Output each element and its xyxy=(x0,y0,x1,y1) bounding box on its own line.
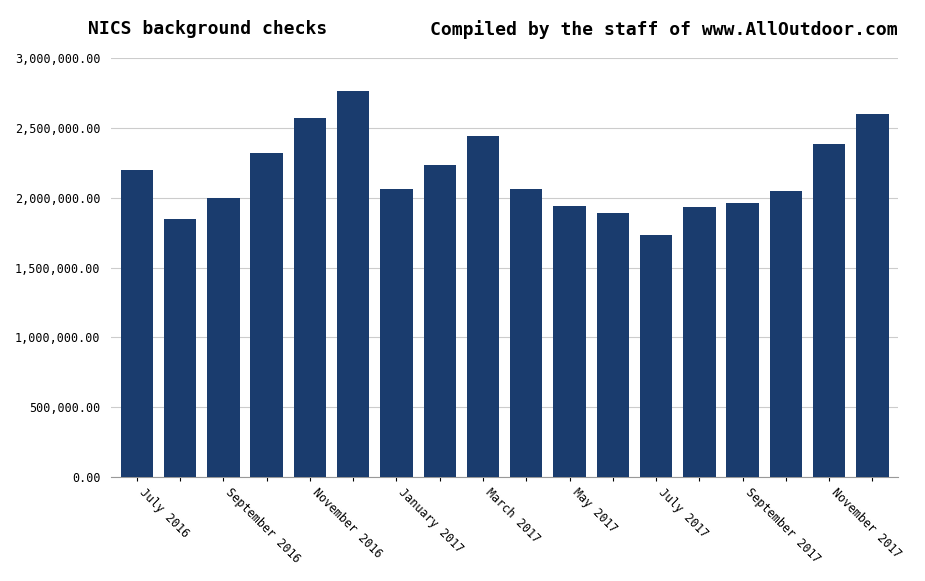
Bar xyxy=(164,218,196,477)
Bar xyxy=(380,189,413,477)
Text: NICS background checks: NICS background checks xyxy=(88,20,327,38)
Bar xyxy=(120,170,154,477)
Bar xyxy=(424,166,456,477)
Bar xyxy=(640,235,672,477)
Bar xyxy=(553,206,586,477)
Text: Compiled by the staff of www.AllOutdoor.com: Compiled by the staff of www.AllOutdoor.… xyxy=(429,20,897,40)
Bar xyxy=(251,153,283,477)
Bar xyxy=(813,145,845,477)
Bar xyxy=(726,203,758,477)
Bar xyxy=(467,136,500,477)
Bar xyxy=(683,207,716,477)
Bar xyxy=(510,189,542,477)
Bar xyxy=(337,91,369,477)
Bar xyxy=(294,118,327,477)
Bar xyxy=(770,191,802,477)
Bar xyxy=(857,114,889,477)
Bar xyxy=(597,213,629,477)
Bar xyxy=(207,198,240,477)
